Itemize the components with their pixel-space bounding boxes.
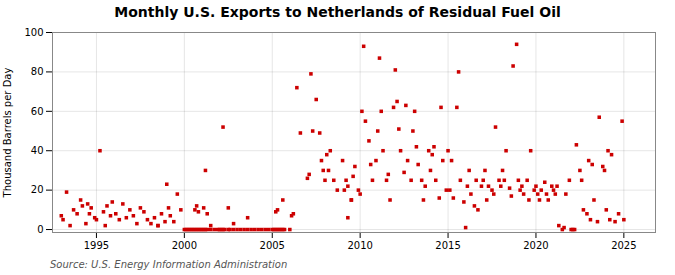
svg-text:Thousand Barrels per Day: Thousand Barrels per Day [2, 68, 13, 199]
svg-text:100: 100 [24, 27, 43, 38]
svg-text:40: 40 [31, 145, 44, 156]
svg-text:0: 0 [37, 224, 43, 235]
svg-text:2000: 2000 [172, 240, 197, 251]
svg-text:2005: 2005 [260, 240, 285, 251]
svg-text:1995: 1995 [84, 240, 109, 251]
svg-text:2020: 2020 [523, 240, 548, 251]
svg-text:80: 80 [31, 66, 44, 77]
html-text:Source: U.S. Energy Informatio: Source: U.S. Energy Information Administ… [50, 259, 288, 270]
svg-text:20: 20 [31, 184, 44, 195]
svg-text:60: 60 [31, 106, 44, 117]
html-text:Monthly U.S. Exports to Nether: Monthly U.S. Exports to Netherlands of R… [114, 4, 561, 20]
svg-text:2025: 2025 [611, 240, 636, 251]
svg-text:2015: 2015 [435, 240, 460, 251]
svg-text:2010: 2010 [347, 240, 372, 251]
